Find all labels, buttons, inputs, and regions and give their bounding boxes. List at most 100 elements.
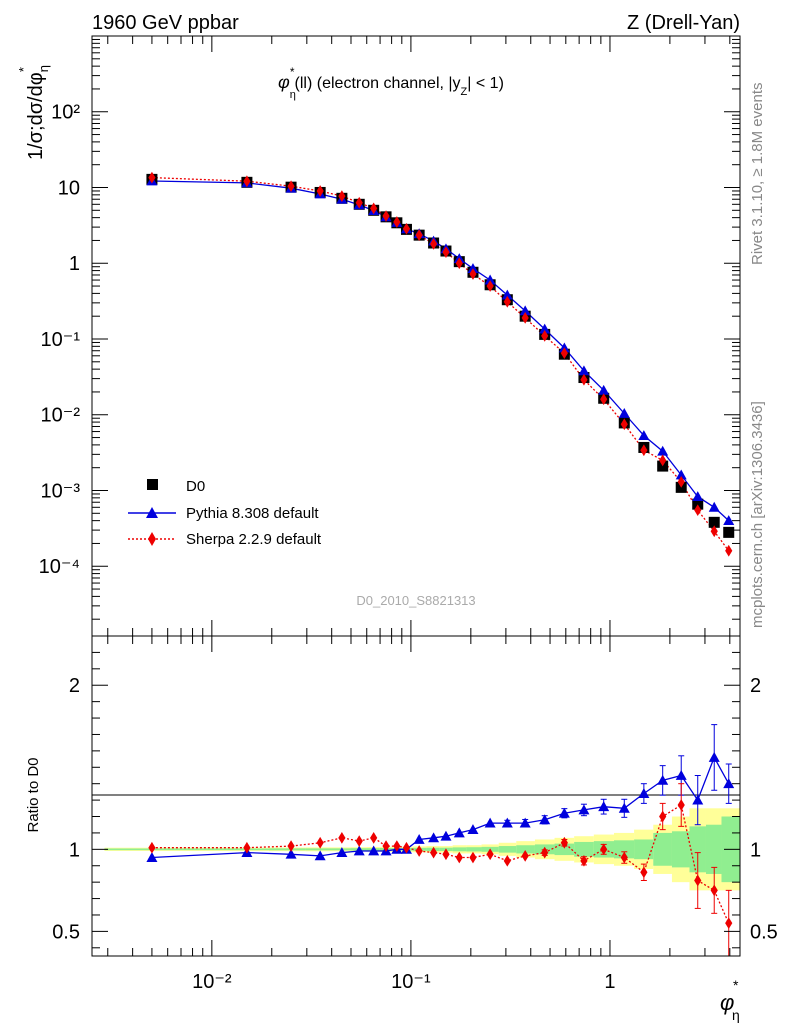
pythia-ratio-point (440, 830, 452, 841)
pythia-ratio-point (413, 833, 425, 844)
d0-point (708, 516, 720, 528)
ratio-band-inner (554, 843, 575, 856)
pythia-ratio-point (285, 848, 297, 859)
sherpa-point (415, 229, 423, 241)
side-label-bottom: mcplots.cern.ch [arXiv:1306.3436] (749, 401, 766, 628)
ratio-band-inner (516, 845, 535, 854)
sherpa-point (521, 312, 529, 324)
pythia-ratio-point (708, 751, 720, 762)
ratio-band-inner (705, 824, 722, 874)
sherpa-ratio-point (148, 841, 156, 854)
sherpa-ratio-point (725, 917, 733, 930)
legend-label-d0: D0 (186, 478, 205, 495)
main-title: φη*(ll) (electron channel, |yZ| < 1) (278, 65, 504, 101)
ratio-band-inner (574, 841, 594, 857)
sherpa-ratio-point (442, 848, 450, 861)
ratio-band-inner (671, 831, 690, 868)
main-y-tick-labels: 10⁻⁴ 10⁻³ 10⁻² 10⁻¹ 1 10 10² (39, 102, 81, 578)
sherpa-line (151, 176, 730, 552)
sherpa-point (659, 454, 667, 467)
ratio-band-inner (653, 832, 672, 866)
main-y-tick-label: 10⁻² (41, 405, 81, 427)
sherpa-ratio-point (620, 851, 628, 864)
ratio-series-marks (146, 724, 735, 957)
pythia-point (598, 384, 610, 395)
pythia-ratio-point (353, 845, 365, 856)
ratio-band-inner (305, 848, 332, 851)
x-tick-label: 10⁻¹ (391, 971, 431, 993)
main-y-tick-label: 10⁻⁴ (39, 556, 80, 578)
ratio-band-inner (613, 840, 635, 859)
pythia-point (467, 263, 479, 273)
pythia-ratio-point (558, 807, 570, 818)
x-axis-label: φ η * (720, 977, 740, 1023)
ratio-y-tick-labels: 0.5 0.5 1 1 2 2 (52, 675, 778, 943)
ratio-uncertainty-bands (104, 808, 740, 891)
sherpa-point (600, 393, 608, 406)
sherpa-point (620, 418, 628, 431)
ratio-y-tick-label: 1 (69, 839, 80, 861)
svg-text:φ: φ (720, 990, 734, 1015)
pythia-point (578, 365, 590, 376)
sherpa-ratio-point (486, 848, 494, 861)
legend-label-sherpa: Sherpa 2.2.9 default (186, 531, 322, 548)
ratio-y-tick-label: 2 (69, 675, 80, 697)
sherpa-ratio-point (694, 874, 702, 887)
pythia-ratio-point (598, 801, 610, 812)
sherpa-ratio-point (338, 831, 346, 844)
ratio-band-inner (466, 847, 482, 852)
main-y-tick-label: 10⁻¹ (41, 329, 81, 351)
pythia-point (723, 515, 735, 526)
pythia-ratio-point (539, 814, 551, 825)
ratio-frame (91, 635, 741, 957)
sherpa-ratio-point (393, 840, 401, 852)
sherpa-ratio-point (503, 854, 511, 867)
pythia-ratio-point (428, 832, 440, 843)
sherpa-ratio-point (415, 845, 423, 857)
sherpa-point (541, 330, 549, 342)
sherpa-point (148, 171, 156, 184)
sherpa-point (694, 504, 702, 517)
svg-text:*: * (733, 977, 739, 993)
pythia-point (618, 407, 630, 418)
sherpa-point (316, 185, 324, 197)
pythia-point (539, 323, 551, 334)
pythia-point (657, 445, 669, 456)
sherpa-ratio-point (521, 850, 529, 862)
sherpa-point (469, 268, 477, 280)
analysis-label: D0_2010_S8821313 (356, 593, 475, 608)
pythia-point (692, 491, 704, 502)
pythia-ratio-point (519, 817, 531, 828)
sherpa-point (370, 202, 378, 215)
legend-label-pythia: Pythia 8.308 default (186, 505, 319, 522)
pythia-ratio-point (336, 847, 348, 858)
pythia-ratio-point (618, 802, 630, 813)
pythia-point (675, 469, 687, 480)
ratio-ticks (92, 636, 740, 956)
header-left: 1960 GeV ppbar (92, 12, 239, 34)
pythia-point (501, 289, 513, 300)
sherpa-point (640, 444, 648, 457)
sherpa-point (560, 347, 568, 360)
pythia-ratio-point (453, 827, 465, 838)
ratio-y-tick-label-right: 0.5 (750, 921, 778, 943)
pythia-ratio-point (692, 794, 704, 805)
sherpa-ratio-point (287, 840, 295, 852)
sherpa-point (442, 246, 450, 259)
legend: D0 Pythia 8.308 default Sherpa 2.2.9 def… (128, 478, 322, 548)
x-tick-label: 1 (604, 971, 615, 993)
d0-point (692, 498, 704, 510)
x-tick-label: 10⁻² (192, 971, 232, 993)
pythia-point (638, 430, 650, 441)
main-y-tick-label: 10² (51, 102, 80, 124)
ratio-band-inner (452, 847, 467, 852)
ratio-y-tick-label: 0.5 (52, 921, 80, 943)
pythia-ratio-point (657, 774, 669, 785)
main-y-tick-label: 10 (58, 177, 80, 199)
main-panel: 10⁻⁴ 10⁻³ 10⁻² 10⁻¹ 1 10 10² φη*(ll) (electron… (16, 35, 741, 637)
main-y-tick-label: 1 (69, 253, 80, 275)
sherpa-ratio-point (382, 840, 390, 852)
sherpa-point (486, 280, 494, 292)
pythia-ratio-point (675, 769, 687, 780)
